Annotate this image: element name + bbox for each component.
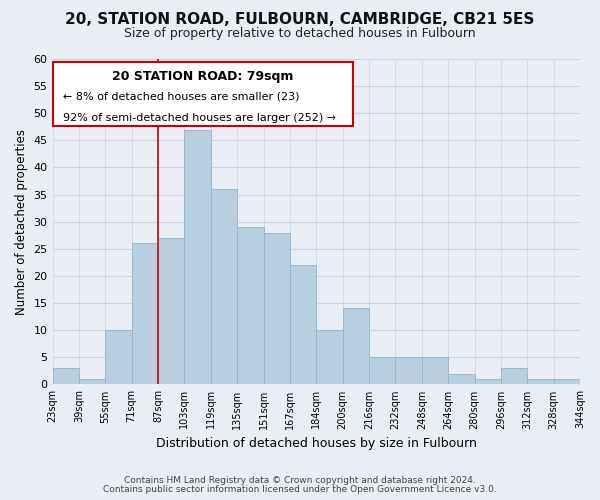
Bar	[263, 232, 290, 384]
Bar	[158, 238, 184, 384]
Bar	[184, 130, 211, 384]
Text: ← 8% of detached houses are smaller (23): ← 8% of detached houses are smaller (23)	[63, 92, 299, 102]
Bar	[369, 358, 395, 384]
Bar	[527, 379, 554, 384]
Bar	[237, 227, 263, 384]
Text: Contains HM Land Registry data © Crown copyright and database right 2024.: Contains HM Land Registry data © Crown c…	[124, 476, 476, 485]
Y-axis label: Number of detached properties: Number of detached properties	[15, 128, 28, 314]
Bar	[554, 379, 580, 384]
Bar	[395, 358, 422, 384]
Text: Contains public sector information licensed under the Open Government Licence v3: Contains public sector information licen…	[103, 484, 497, 494]
Bar	[79, 379, 105, 384]
Bar	[501, 368, 527, 384]
Text: 92% of semi-detached houses are larger (252) →: 92% of semi-detached houses are larger (…	[63, 112, 336, 122]
Text: 20, STATION ROAD, FULBOURN, CAMBRIDGE, CB21 5ES: 20, STATION ROAD, FULBOURN, CAMBRIDGE, C…	[65, 12, 535, 28]
FancyBboxPatch shape	[53, 62, 353, 126]
Bar	[475, 379, 501, 384]
Bar	[422, 358, 448, 384]
Bar	[343, 308, 369, 384]
Text: Size of property relative to detached houses in Fulbourn: Size of property relative to detached ho…	[124, 28, 476, 40]
Bar	[211, 189, 237, 384]
Bar	[448, 374, 475, 384]
Bar	[131, 244, 158, 384]
X-axis label: Distribution of detached houses by size in Fulbourn: Distribution of detached houses by size …	[156, 437, 477, 450]
Bar	[316, 330, 343, 384]
Bar	[53, 368, 79, 384]
Bar	[290, 265, 316, 384]
Bar	[105, 330, 131, 384]
Text: 20 STATION ROAD: 79sqm: 20 STATION ROAD: 79sqm	[112, 70, 293, 84]
